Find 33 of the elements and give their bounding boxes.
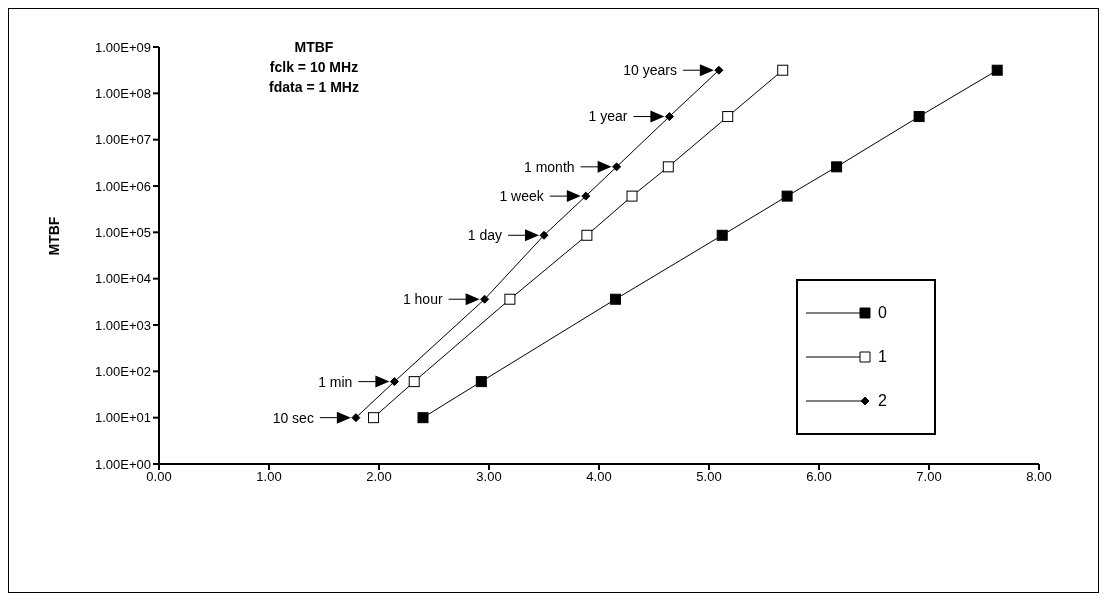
y-tick-label: 1.00E+07 (94, 132, 151, 148)
legend-label: 2 (878, 392, 887, 410)
annotation: 1 week (499, 188, 545, 205)
annotation: 1 month (524, 158, 575, 175)
y-tick-label: 1.00E+00 (94, 456, 151, 472)
x-tick-label: 4.00 (586, 469, 612, 485)
annotation: 10 years (623, 62, 677, 79)
x-tick-label: 2.00 (366, 469, 392, 485)
chart-title: MTBF (293, 38, 335, 57)
legend-label: 1 (878, 348, 887, 366)
y-tick-label: 1.00E+06 (94, 178, 151, 194)
x-tick-label: 0.00 (146, 469, 172, 485)
legend-label: 0 (878, 304, 887, 322)
y-axis-title: MTBF (45, 216, 62, 256)
x-tick-label: 1.00 (256, 469, 282, 485)
annotation: 1 year (588, 108, 628, 125)
x-tick-label: 6.00 (806, 469, 832, 485)
x-tick-label: 7.00 (916, 469, 942, 485)
y-tick-label: 1.00E+03 (94, 317, 151, 333)
y-tick-label: 1.00E+08 (94, 85, 151, 101)
annotation: 1 day (467, 227, 502, 244)
x-tick-label: 3.00 (476, 469, 502, 485)
annotation: 1 min (318, 373, 353, 390)
y-tick-label: 1.00E+01 (94, 410, 151, 426)
y-tick-label: 1.00E+09 (94, 39, 151, 55)
y-tick-label: 1.00E+02 (94, 363, 151, 379)
annotation: 10 sec (272, 409, 314, 426)
annotation: 1 hour (402, 291, 443, 308)
text: fclk = 10 MHz fdata = 1 MHz (268, 58, 360, 97)
x-tick-label: 5.00 (696, 469, 722, 485)
y-tick-label: 1.00E+05 (94, 224, 151, 240)
x-tick-label: 8.00 (1026, 469, 1052, 485)
y-tick-label: 1.00E+04 (94, 271, 151, 287)
